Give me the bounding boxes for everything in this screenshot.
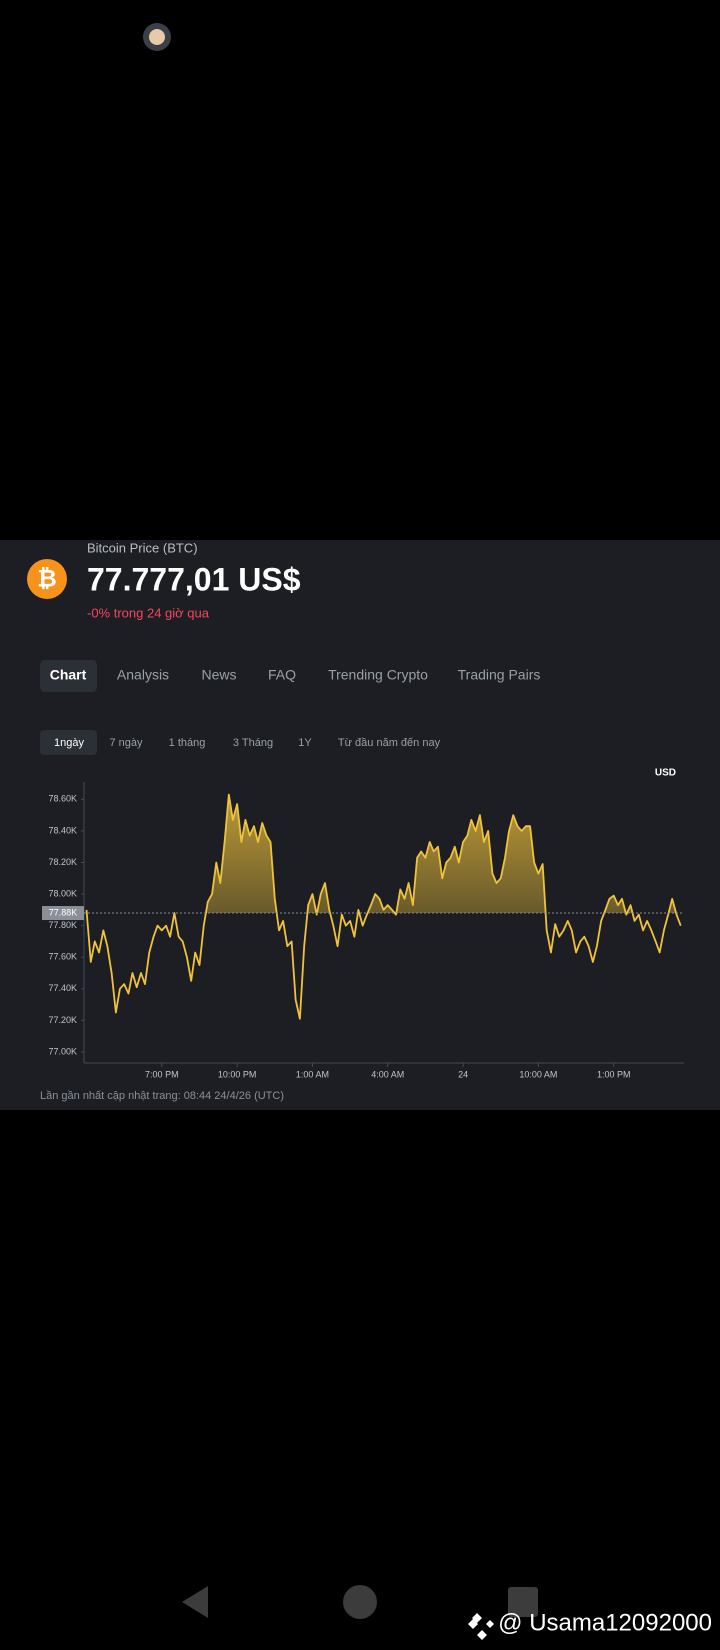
range-option[interactable]: 1 tháng xyxy=(169,737,206,749)
recents-button[interactable] xyxy=(508,1587,538,1617)
price: 77.777,01 US$ xyxy=(87,561,301,597)
area-fill xyxy=(86,794,681,914)
range-option[interactable]: 1ngày xyxy=(40,730,97,755)
x-tick-label: 24 xyxy=(458,1069,468,1079)
range-highlight xyxy=(40,730,97,755)
x-tick-label: 4:00 AM xyxy=(371,1069,404,1079)
tab-label: Trending Crypto xyxy=(328,667,428,683)
tab-label: News xyxy=(201,667,236,683)
range-option[interactable]: 3 Tháng xyxy=(233,737,273,749)
coin-name: Bitcoin Price (BTC) xyxy=(87,540,198,555)
coin-glyph: ₿ xyxy=(37,565,57,592)
price-panel xyxy=(0,540,720,1110)
tab-label: FAQ xyxy=(268,667,296,683)
last-updated: Lần gần nhất cập nhật trang: 08:44 24/4/… xyxy=(40,1090,284,1102)
coin-icon xyxy=(27,559,67,599)
y-tick-label: 77.00K xyxy=(48,1046,77,1056)
reference-label: 77.88K xyxy=(49,907,78,917)
y-tick-label: 78.20K xyxy=(48,857,77,867)
y-tick-label: 77.80K xyxy=(48,920,77,930)
tab[interactable]: Analysis xyxy=(117,667,169,683)
tab-label: Trading Pairs xyxy=(458,667,541,683)
range-label: Từ đầu năm đến nay xyxy=(338,737,441,749)
currency-label: USD xyxy=(655,768,676,779)
back-button[interactable] xyxy=(182,1586,208,1618)
y-tick-label: 77.40K xyxy=(48,983,77,993)
y-tick-label: 77.60K xyxy=(48,952,77,962)
tab-label: Chart xyxy=(50,667,87,683)
home-button[interactable] xyxy=(343,1585,377,1619)
x-tick-label: 10:00 AM xyxy=(519,1069,557,1079)
pointer-icon xyxy=(143,23,171,51)
tab-bar: Chart Analysis News FAQ Trending Crypto Tradi… xyxy=(40,660,540,692)
range-label: 1Y xyxy=(298,737,312,749)
nav-bar xyxy=(182,1585,538,1619)
range-option[interactable]: 1Y xyxy=(298,737,312,749)
tab-highlight xyxy=(40,660,97,692)
y-tick-label: 78.00K xyxy=(48,888,77,898)
range-label: 1 tháng xyxy=(169,737,206,749)
price-change: -0% trong 24 giờ qua xyxy=(87,605,210,620)
y-tick-label: 78.40K xyxy=(48,825,77,835)
tab[interactable]: News xyxy=(201,667,236,683)
x-tick-label: 7:00 PM xyxy=(145,1069,179,1079)
range-label: 3 Tháng xyxy=(233,737,273,749)
reference-label-box xyxy=(42,906,84,921)
range-label: 1ngày xyxy=(54,737,84,749)
tab[interactable]: Trading Pairs xyxy=(458,667,541,683)
x-tick-label: 1:00 AM xyxy=(296,1069,329,1079)
watermark: @ Usama12092000 xyxy=(498,1609,712,1636)
y-tick-label: 77.20K xyxy=(48,1015,77,1025)
price-line xyxy=(85,793,682,1020)
range-option[interactable]: 7 ngày xyxy=(109,737,143,749)
tab-label: Analysis xyxy=(117,667,169,683)
x-tick-label: 1:00 PM xyxy=(597,1069,631,1079)
range-option[interactable]: Từ đầu năm đến nay xyxy=(338,737,441,749)
price-chart: 77.00K 77.20K 77.40K 77.60K 77.80K 78.00K 78.2… xyxy=(42,782,684,1079)
tab[interactable]: Chart xyxy=(40,660,97,692)
range-bar: 1ngày 7 ngày 1 tháng 3 Tháng 1Y Từ đầu năm đế… xyxy=(40,730,441,755)
range-label: 7 ngày xyxy=(109,737,143,749)
tab[interactable]: FAQ xyxy=(268,667,296,683)
watermark-logo xyxy=(468,1613,494,1640)
y-tick-label: 78.60K xyxy=(48,794,77,804)
x-tick-label: 10:00 PM xyxy=(218,1069,257,1079)
tab[interactable]: Trending Crypto xyxy=(328,667,428,683)
